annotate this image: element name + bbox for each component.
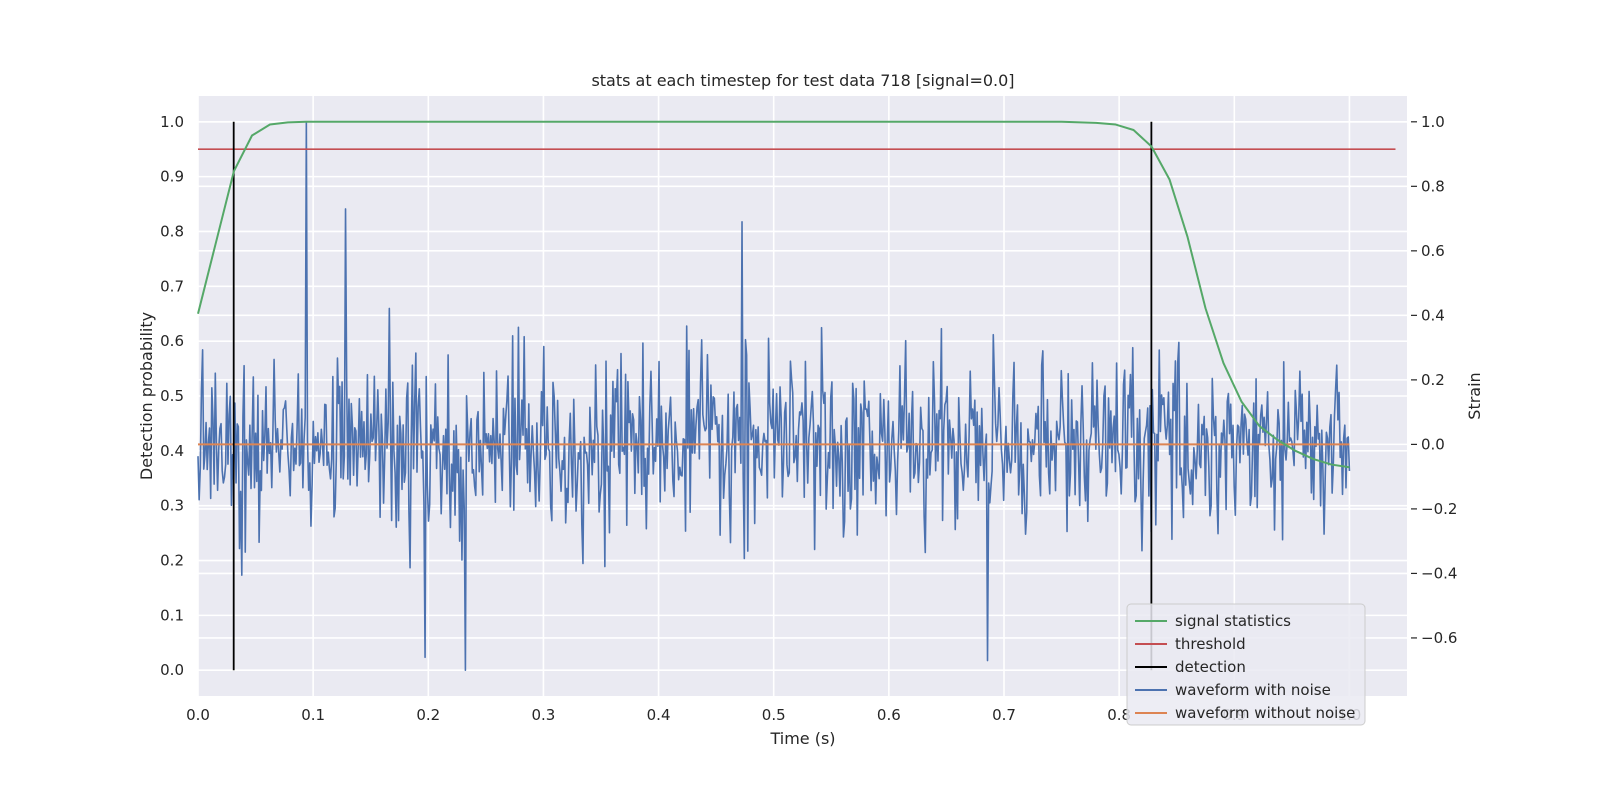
legend-label: signal statistics bbox=[1175, 612, 1291, 630]
series-group bbox=[197, 120, 1396, 671]
y-left-tick-label: 0.0 bbox=[160, 661, 184, 679]
y-left-tick-label: 0.9 bbox=[160, 168, 184, 186]
y-right-tick-label: 0.6 bbox=[1421, 242, 1445, 260]
y-left-tick-label: 0.4 bbox=[160, 442, 184, 460]
x-tick-label: 0.6 bbox=[877, 706, 901, 724]
legend-box bbox=[1126, 603, 1366, 726]
y-left-axis-ticks: 0.0 0.1 0.2 0.3 0.4 0.5 0.6 0.7 0.8 0.9 1.0 bbox=[160, 113, 184, 679]
y-left-tick-label: 1.0 bbox=[160, 113, 184, 131]
y-left-tick-label: 0.5 bbox=[160, 387, 184, 405]
y-left-axis-label: Detection probability bbox=[137, 312, 156, 480]
legend-label: waveform without noise bbox=[1175, 704, 1355, 722]
series-waveform-with-noise bbox=[197, 121, 1351, 671]
y-right-tick-label: 0.0 bbox=[1421, 435, 1445, 453]
legend-label: threshold bbox=[1175, 635, 1246, 653]
x-tick-label: 0.5 bbox=[762, 706, 786, 724]
y-right-axis-label: Strain bbox=[1465, 372, 1484, 419]
y-right-tick-label: −0.6 bbox=[1421, 629, 1457, 647]
y-left-tick-label: 0.3 bbox=[160, 497, 184, 515]
y-right-tick-label: −0.2 bbox=[1421, 500, 1457, 518]
y-left-tick-label: 0.7 bbox=[160, 277, 184, 295]
y-right-tick-label: 0.8 bbox=[1421, 177, 1445, 195]
x-tick-label: 0.8 bbox=[1107, 706, 1131, 724]
x-tick-label: 0.3 bbox=[531, 706, 555, 724]
y-left-tick-label: 0.1 bbox=[160, 606, 184, 624]
y-right-tick-label: 0.2 bbox=[1421, 371, 1445, 389]
chart-title: stats at each timestep for test data 718… bbox=[591, 71, 1014, 90]
y-right-axis-ticks: −0.6 −0.4 −0.2 0.0 0.2 0.4 0.6 0.8 1.0 bbox=[1411, 113, 1457, 647]
x-tick-label: 0.4 bbox=[647, 706, 671, 724]
x-tick-label: 0.0 bbox=[186, 706, 210, 724]
x-tick-label: 0.7 bbox=[992, 706, 1016, 724]
x-axis-label: Time (s) bbox=[769, 729, 835, 748]
legend-label: detection bbox=[1175, 658, 1246, 676]
y-right-tick-label: 0.4 bbox=[1421, 306, 1445, 324]
y-right-tick-label: 1.0 bbox=[1421, 113, 1445, 131]
x-tick-label: 0.2 bbox=[416, 706, 440, 724]
legend-label: waveform with noise bbox=[1175, 681, 1331, 699]
x-tick-label: 0.1 bbox=[301, 706, 325, 724]
y-right-tick-label: −0.4 bbox=[1421, 564, 1457, 582]
legend: signal statistics threshold detection wavef… bbox=[1126, 603, 1366, 726]
series-signal-statistics bbox=[197, 120, 1350, 469]
y-left-tick-label: 0.8 bbox=[160, 222, 184, 240]
y-left-tick-label: 0.6 bbox=[160, 332, 184, 350]
y-left-tick-label: 0.2 bbox=[160, 552, 184, 570]
